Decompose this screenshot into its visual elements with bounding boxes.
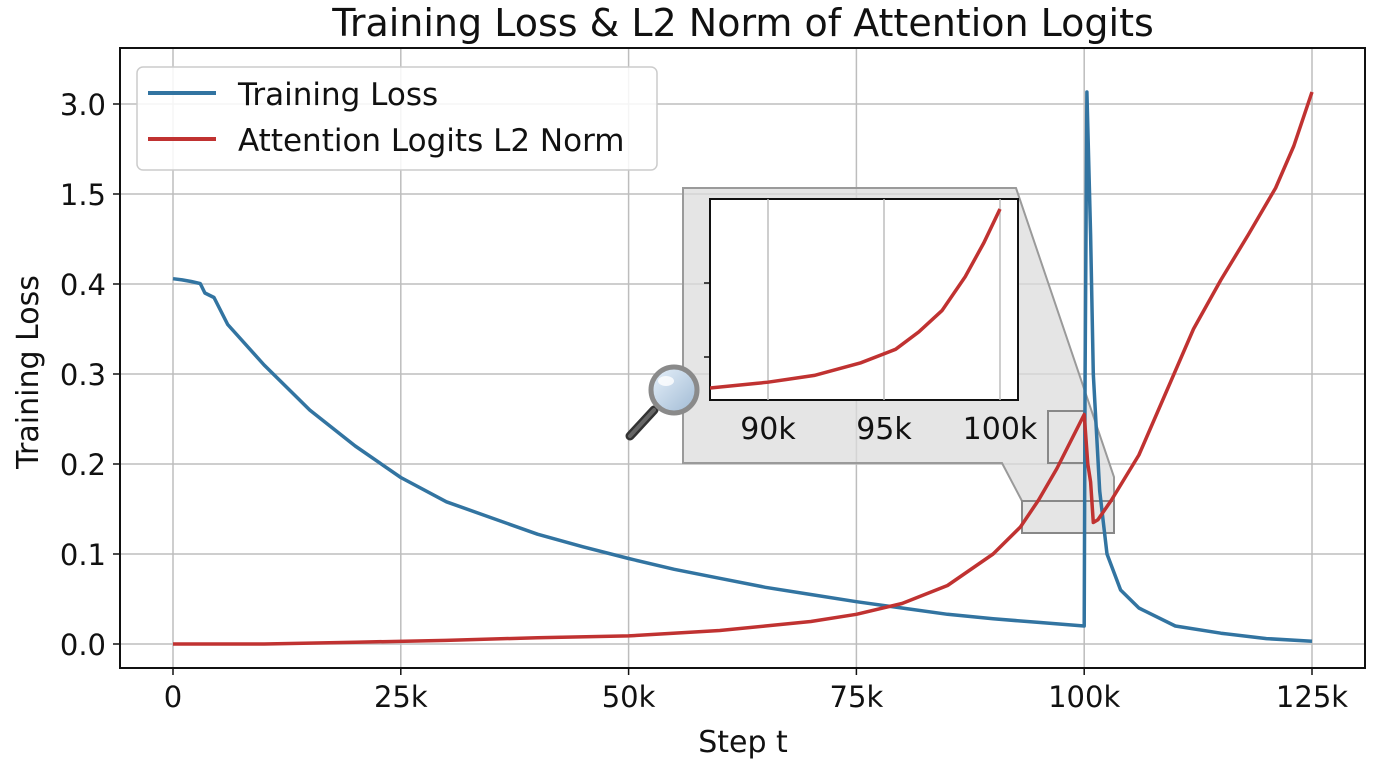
plot-frame xyxy=(119,47,1366,669)
inset-x-tick-label: 95k xyxy=(856,412,912,447)
magnifier-icon xyxy=(625,364,700,441)
series-line-training-loss xyxy=(172,90,1313,644)
inset-x-ticks: 90k 95k 100k xyxy=(740,412,1038,447)
y-tick-label: 0.1 xyxy=(60,538,106,572)
x-tick-label: 100k xyxy=(1048,680,1120,714)
y-tick-label: 3.0 xyxy=(60,88,106,122)
x-tick-label: 25k xyxy=(374,680,428,714)
x-tick-label: 50k xyxy=(602,680,656,714)
inset-x-tick-label: 90k xyxy=(740,412,796,447)
inset-frame xyxy=(709,198,1019,401)
x-axis-label: Step t xyxy=(698,725,788,760)
y-tick-label: 0.0 xyxy=(60,628,106,662)
legend-label-training-loss: Training Loss xyxy=(237,77,438,113)
y-tick-label: 0.4 xyxy=(60,268,106,302)
legend-box xyxy=(136,66,658,171)
legend-label-attention-logits-l2-norm: Attention Logits L2 Norm xyxy=(238,123,624,159)
chart-title: Training Loss & L2 Norm of Attention Log… xyxy=(331,1,1154,45)
y-tick-label: 0.3 xyxy=(60,358,106,392)
inset-series-line xyxy=(710,208,1002,390)
y-tick-label: 1.5 xyxy=(60,178,106,212)
y-axis-label: Training Loss xyxy=(11,275,46,470)
inset-x-tick-label: 100k xyxy=(963,412,1038,447)
y-axis-ticks: 0.0 0.1 0.2 0.3 0.4 1.5 3.0 xyxy=(60,88,120,662)
x-tick-label: 75k xyxy=(830,680,884,714)
zoom-region-box xyxy=(1021,500,1115,534)
x-tick-label: 0 xyxy=(164,680,182,714)
inset-grid-lines xyxy=(767,199,1001,400)
legend: Training Loss Attention Logits L2 Norm xyxy=(136,66,658,171)
x-tick-label: 125k xyxy=(1276,680,1348,714)
y-tick-label: 0.2 xyxy=(60,448,106,482)
inset-axes: 90k 95k 100k xyxy=(704,198,1038,447)
x-axis-ticks: 0 25k 50k 75k 100k 125k xyxy=(164,668,1348,714)
series-line-attention-logits-l2-norm xyxy=(173,91,1314,646)
